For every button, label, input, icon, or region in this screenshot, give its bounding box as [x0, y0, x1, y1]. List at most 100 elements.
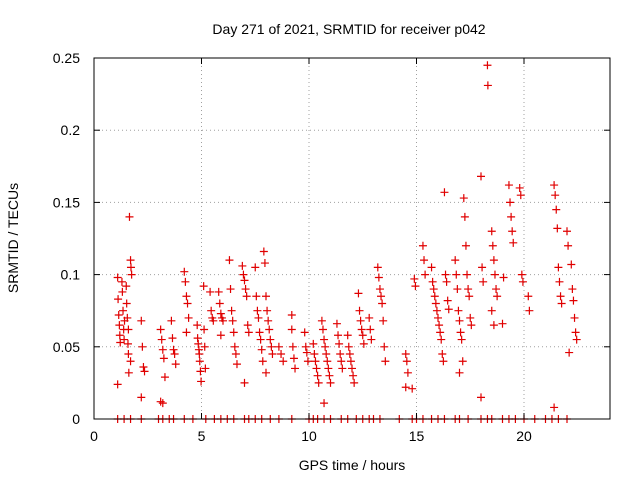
data-point — [114, 295, 123, 304]
x-axis-ticks: 0 5 10 15 20 — [90, 58, 532, 444]
y-tick-label: 0.05 — [53, 339, 80, 355]
data-point — [418, 241, 427, 250]
data-point — [378, 299, 387, 308]
data-point — [356, 316, 365, 325]
data-point — [318, 325, 327, 334]
data-point — [243, 321, 252, 330]
data-point — [225, 256, 234, 265]
data-point — [552, 205, 561, 214]
data-point — [441, 270, 450, 279]
data-point — [479, 277, 488, 286]
data-point — [263, 306, 272, 315]
x-tick-label: 20 — [516, 428, 532, 444]
data-point — [254, 313, 263, 322]
data-point — [507, 212, 516, 221]
data-point — [160, 373, 169, 382]
data-point — [120, 335, 129, 344]
data-point — [123, 313, 132, 322]
data-point — [126, 263, 135, 272]
data-point — [264, 316, 273, 325]
data-point — [182, 292, 191, 301]
data-point — [139, 363, 148, 372]
data-point — [262, 368, 270, 377]
chart-title: Day 271 of 2021, SRMTID for receiver p04… — [212, 21, 485, 37]
data-point — [244, 328, 253, 337]
data-point — [401, 383, 410, 392]
data-point — [348, 364, 356, 373]
data-point — [126, 357, 135, 366]
data-point — [323, 357, 332, 366]
data-point — [563, 227, 571, 236]
y-tick-label: 0.2 — [61, 122, 81, 138]
data-point — [216, 331, 225, 340]
data-point — [515, 183, 524, 192]
data-point — [317, 316, 326, 325]
x-tick-label: 5 — [198, 428, 206, 444]
data-point — [260, 259, 269, 268]
data-point — [193, 321, 202, 330]
data-point — [320, 399, 329, 408]
data-point — [457, 335, 466, 344]
grid — [94, 58, 610, 419]
data-point — [336, 350, 345, 359]
data-point — [214, 287, 223, 296]
data-point — [373, 263, 382, 272]
data-point — [199, 282, 208, 291]
data-point — [381, 357, 390, 366]
data-point — [184, 313, 193, 322]
data-point — [452, 270, 461, 279]
data-point — [403, 368, 412, 377]
data-point — [303, 357, 312, 366]
data-point — [167, 316, 176, 325]
data-point — [443, 296, 452, 305]
data-point — [158, 399, 167, 408]
y-tick-label: 0.25 — [53, 50, 80, 66]
data-point — [410, 274, 419, 283]
data-point — [564, 241, 573, 250]
data-point — [570, 313, 579, 322]
data-point — [467, 321, 476, 330]
data-point — [349, 371, 358, 380]
data-point — [181, 277, 190, 286]
data-point — [256, 335, 265, 344]
data-point — [355, 306, 364, 315]
data-point — [374, 273, 383, 282]
data-point — [421, 270, 430, 279]
y-axis-label: SRMTID / TECUs — [5, 183, 21, 293]
data-point — [567, 260, 576, 269]
data-point — [113, 273, 122, 282]
data-point — [518, 277, 527, 286]
data-point — [332, 319, 341, 328]
data-point — [287, 311, 296, 320]
data-point — [572, 335, 581, 344]
data-point — [337, 357, 346, 366]
data-point — [115, 321, 124, 330]
data-point — [487, 306, 496, 315]
data-point — [439, 357, 448, 366]
data-point — [357, 325, 366, 334]
data-point — [477, 172, 485, 181]
data-point — [238, 261, 247, 270]
data-point — [115, 331, 124, 340]
data-point — [171, 360, 180, 369]
data-point — [354, 289, 363, 298]
data-point — [193, 334, 202, 343]
data-point — [334, 331, 343, 340]
data-point — [195, 350, 204, 359]
data-point — [288, 342, 297, 351]
data-point — [444, 305, 453, 314]
data-point — [325, 371, 334, 380]
data-point — [350, 378, 359, 387]
data-point — [310, 350, 319, 359]
data-point — [219, 316, 227, 325]
data-point — [454, 306, 463, 315]
data-point — [156, 325, 165, 334]
y-tick-label: 0 — [72, 411, 80, 427]
data-point — [255, 328, 264, 337]
data-point — [477, 393, 485, 402]
data-point — [265, 325, 274, 334]
data-point — [555, 277, 564, 286]
data-point — [138, 342, 147, 351]
data-point — [209, 316, 218, 325]
